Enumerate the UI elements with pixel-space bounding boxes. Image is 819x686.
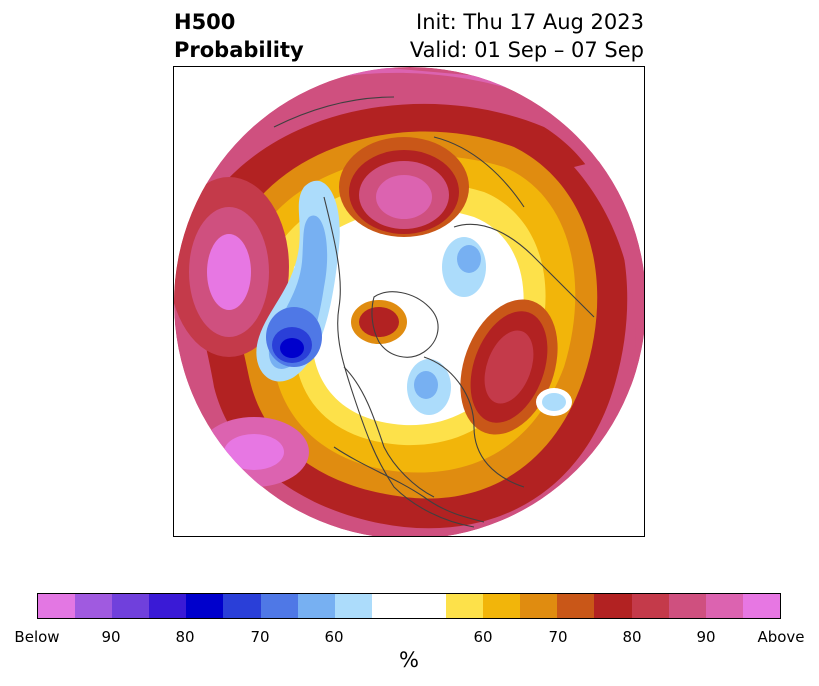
tick-label: 70	[548, 628, 568, 646]
colorbar-segment	[631, 594, 669, 618]
probability-field	[174, 67, 644, 536]
title-type: Probability	[174, 38, 304, 62]
probability-map-svg	[174, 67, 644, 536]
tick-label: 70	[250, 628, 270, 646]
colorbar-segment	[668, 594, 706, 618]
title-right: Init: Thu 17 Aug 2023 Valid: 01 Sep – 07…	[410, 8, 644, 64]
colorbar-segment	[223, 594, 261, 618]
colorbar-segment	[75, 594, 113, 618]
colorbar-segment	[260, 594, 298, 618]
coastlines	[273, 96, 595, 528]
title-left: H500 Probability	[174, 8, 304, 64]
tick-label: Above	[757, 628, 805, 646]
colorbar-segment	[705, 594, 743, 618]
hemisphere-map	[173, 66, 645, 537]
tick-label: 60	[324, 628, 344, 646]
colorbar-unit-label: %	[399, 648, 419, 672]
tick-label: Below	[14, 628, 60, 646]
colorbar-segment	[742, 594, 780, 618]
tick-label: 90	[696, 628, 716, 646]
tick-label: 80	[175, 628, 195, 646]
valid-range: Valid: 01 Sep – 07 Sep	[409, 38, 644, 62]
colorbar-segment	[38, 594, 76, 618]
colorbar-segment	[594, 594, 632, 618]
title-variable: H500	[174, 10, 236, 34]
init-date: Init: Thu 17 Aug 2023	[416, 10, 644, 34]
tick-label: 90	[101, 628, 121, 646]
colorbar-segment	[334, 594, 372, 618]
colorbar-segment	[446, 594, 484, 618]
colorbar-segment	[149, 594, 187, 618]
colorbar-segment	[371, 594, 447, 618]
colorbar	[37, 593, 781, 619]
colorbar-segment	[520, 594, 558, 618]
tick-label: 80	[622, 628, 642, 646]
colorbar-segment	[557, 594, 595, 618]
colorbar-segment	[112, 594, 150, 618]
colorbar-segment	[483, 594, 521, 618]
colorbar-segment	[297, 594, 335, 618]
colorbar-segment	[186, 594, 224, 618]
tick-label: 60	[473, 628, 493, 646]
